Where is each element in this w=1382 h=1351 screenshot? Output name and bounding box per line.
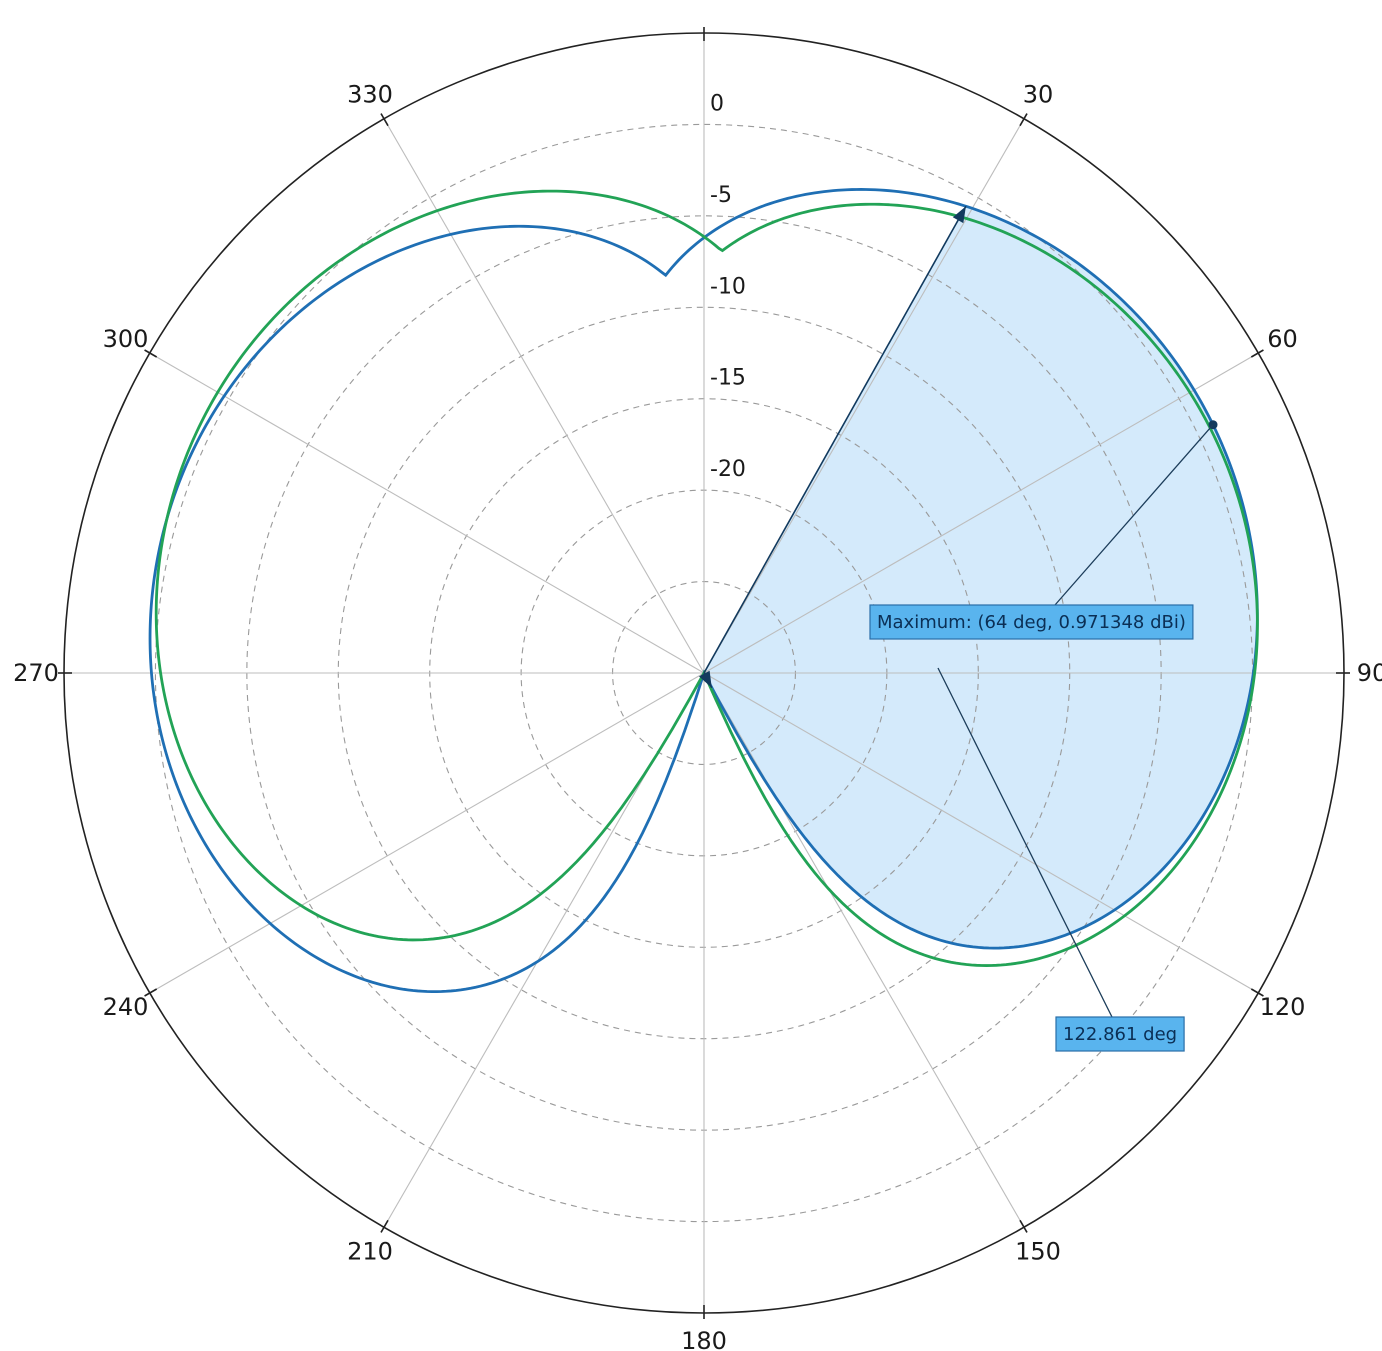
maximum-callout-text: Maximum: (64 deg, 0.971348 dBi) — [877, 612, 1186, 633]
angle-tick — [380, 113, 389, 127]
angle-tick-label: 90 — [1357, 659, 1382, 687]
beamwidth-arrow-start-head — [952, 206, 966, 224]
beamwidth-layer — [704, 206, 1258, 949]
angle-tick — [380, 1219, 389, 1233]
grid-spoke — [149, 672, 705, 994]
angle-tick-label: 180 — [681, 1327, 727, 1351]
beamwidth-region — [704, 206, 1258, 949]
grid-spoke — [383, 118, 705, 674]
angle-tick-label: 210 — [347, 1238, 393, 1266]
maximum-callout-box[interactable] — [869, 604, 1194, 640]
angle-tick-label: 120 — [1260, 993, 1306, 1021]
grid-spoke — [149, 352, 705, 674]
angle-tick — [1019, 113, 1028, 127]
radial-tick-label: -15 — [710, 366, 746, 391]
polar-grid — [58, 27, 1350, 1319]
angle-tick-label: 240 — [103, 993, 149, 1021]
radial-tick-label: -20 — [710, 457, 746, 482]
angle-tick — [1250, 349, 1264, 358]
beamwidth-arrow-start — [703, 205, 967, 674]
maximum-callout-leader — [1054, 424, 1214, 606]
beamwidth-arrow-end-head — [699, 670, 712, 688]
angle-tick — [144, 349, 158, 358]
angle-tick — [144, 988, 158, 997]
grid-spoke — [703, 672, 1259, 994]
grid-spoke — [703, 118, 1025, 674]
radial-tick-label: -10 — [710, 274, 746, 299]
angle-tick-label: 330 — [347, 80, 393, 108]
angle-tick — [1019, 1219, 1028, 1233]
beamwidth-callout-text: 122.861 deg — [1063, 1024, 1177, 1045]
angle-tick-label: 30 — [1023, 80, 1054, 108]
radial-tick-label: -5 — [710, 183, 732, 208]
beamwidth-callout-box[interactable] — [1055, 1016, 1185, 1052]
grid-spoke — [703, 352, 1259, 674]
angle-tick-label: 300 — [103, 325, 149, 353]
series-green-line — [154, 189, 1259, 967]
angle-tick-label: 270 — [13, 659, 59, 687]
angle-tick-label: 150 — [1015, 1238, 1061, 1266]
radial-tick-label: 0 — [710, 91, 724, 116]
grid-spoke — [703, 672, 1025, 1228]
beamwidth-callout-leader — [937, 667, 1113, 1018]
series-blue-line — [148, 188, 1259, 994]
angle-tick-label: 60 — [1267, 325, 1298, 353]
series-layer — [148, 188, 1259, 994]
label-layer: 30 60 90 120 150 180 210 240 270 300 330 0 -5 -10 -15 -… — [13, 80, 1382, 1351]
angle-tick — [1250, 988, 1264, 997]
callout-layer: Maximum: (64 deg, 0.971348 dBi) 122.861 … — [869, 424, 1214, 1052]
